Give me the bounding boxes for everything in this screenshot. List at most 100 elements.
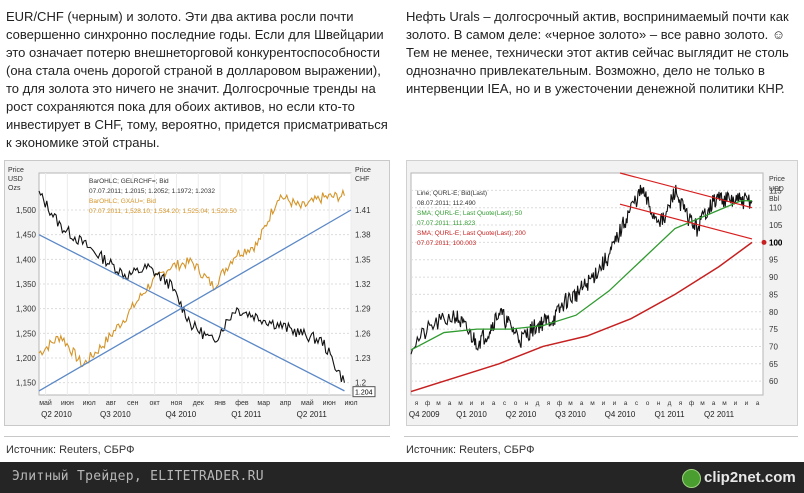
- x-month-label: дек: [193, 400, 205, 407]
- x-month-label: м: [568, 400, 573, 407]
- x-month-label: и: [745, 400, 749, 407]
- x-month-label: а: [624, 400, 628, 407]
- y-tick-right: 1.32: [355, 280, 371, 289]
- x-month-label: сен: [127, 400, 138, 407]
- x-month-label: д: [668, 400, 672, 407]
- x-month-label: о: [646, 400, 650, 407]
- urals-oil-svg: 115 110 105 100 95 90 85 80 75 70 65 60 Price USD Bbl я…: [409, 172, 785, 419]
- footer-bar: Элитный Трейдер, ELITETRADER.RU: [0, 462, 804, 493]
- divider-right: [404, 436, 798, 437]
- x-month-label: июн: [61, 400, 74, 407]
- left-axis-title: Price: [8, 167, 24, 174]
- legend-entry: BarOHLC; GXAU=; Bid: [89, 198, 156, 205]
- source-left: Источник: Reuters, СБРФ: [6, 444, 135, 456]
- x-month-label: с: [635, 400, 639, 407]
- trendline-1: [38, 209, 352, 392]
- legend-entry: SMA; QURL-E; Last Quote(Last); 50: [417, 210, 523, 217]
- y-tick-left: 1,450: [16, 231, 37, 240]
- legend-entry: 07.07.2011; 1.2015; 1.2052; 1.1972; 1.20…: [89, 188, 215, 195]
- y-tick: 100: [769, 238, 783, 247]
- left-axis-title: Ozs: [8, 185, 21, 192]
- x-month-label: и: [602, 400, 606, 407]
- x-quarter-label: Q3 2010: [100, 410, 131, 419]
- y-tick-left: 1,250: [16, 329, 37, 338]
- y-tick-left: 1,350: [16, 280, 37, 289]
- y-tick: 95: [769, 256, 778, 265]
- left-commentary: EUR/CHF (черным) и золото. Эти два актив…: [6, 9, 388, 150]
- legend-entry: 07.07.2011; 1,528.10; 1,534.20; 1,525.04…: [89, 208, 237, 215]
- x-month-label: янв: [214, 400, 226, 407]
- x-month-label: и: [613, 400, 617, 407]
- x-month-label: май: [39, 399, 52, 407]
- series-sma50: [410, 200, 752, 351]
- divider-left: [4, 436, 390, 437]
- series-eurchf: [38, 190, 345, 383]
- legend-entry: 08.07.2011; 112.490: [417, 200, 476, 207]
- current-value-label: 100: [769, 238, 783, 247]
- y-tick-right: 1.35: [355, 255, 371, 264]
- legend-entry: 07.07.2011; 111.823: [417, 220, 476, 227]
- x-month-label: и: [481, 400, 485, 407]
- x-month-label: м: [700, 400, 705, 407]
- right-axis-title: Price: [355, 167, 371, 174]
- y-tick-right: 1.29: [355, 305, 371, 314]
- x-month-label: мар: [257, 400, 270, 407]
- axis-title: USD: [769, 186, 784, 193]
- series-gold: [38, 188, 345, 368]
- x-quarter-label: Q2 2011: [704, 410, 735, 419]
- x-month-label: а: [492, 400, 496, 407]
- x-month-label: июн: [323, 400, 336, 407]
- x-month-label: июл: [344, 400, 357, 407]
- x-month-label: ноя: [171, 400, 183, 407]
- x-quarter-label: Q2 2010: [41, 410, 72, 419]
- x-month-label: м: [590, 400, 595, 407]
- current-value-box: [352, 386, 376, 398]
- x-month-label: о: [514, 400, 518, 407]
- y-tick-left: 1,300: [16, 305, 37, 314]
- x-month-label: фев: [235, 400, 249, 407]
- y-tick-right: 1.23: [355, 354, 371, 363]
- y-tick: 80: [769, 308, 778, 317]
- current-sma200-marker: [761, 239, 767, 245]
- x-month-label: май: [301, 399, 314, 407]
- x-month-label: я: [679, 400, 683, 407]
- x-month-label: м: [722, 400, 727, 407]
- y-tick: 115: [769, 186, 782, 195]
- legend-entry: 07.07.2011; 100.003: [417, 240, 477, 247]
- channel-line-1: [619, 203, 753, 240]
- trendline-0: [38, 234, 345, 392]
- y-tick-right: 1.38: [355, 231, 371, 240]
- x-month-label: окт: [150, 400, 161, 407]
- x-month-label: н: [525, 400, 529, 407]
- eurchf-gold-svg: 1,500 1,450 1,400 1,350 1,300 1,250 1,200 1,150…: [8, 167, 376, 419]
- logo-icon: [682, 469, 701, 488]
- y-tick-left: 1,500: [16, 206, 37, 215]
- x-month-label: и: [734, 400, 738, 407]
- axis-title: Bbl: [769, 196, 780, 203]
- current-value-label: 1.204: [355, 390, 373, 397]
- x-quarter-label: Q1 2010: [456, 410, 487, 419]
- x-month-label: я: [415, 400, 419, 407]
- y-tick-right: 1.41: [355, 206, 371, 215]
- y-tick: 60: [769, 377, 778, 386]
- y-tick: 65: [769, 360, 778, 369]
- x-month-label: июл: [83, 400, 96, 407]
- right-axis-title: CHF: [355, 176, 369, 183]
- x-quarter-label: Q1 2011: [231, 410, 262, 419]
- x-quarter-label: Q4 2010: [165, 410, 196, 419]
- right-commentary: Нефть Urals – долгосрочный актив, воспри…: [406, 9, 789, 96]
- y-tick: 110: [769, 204, 782, 213]
- x-quarter-label: Q4 2010: [605, 410, 636, 419]
- urals-oil-chart: 115 110 105 100 95 90 85 80 75 70 65 60 Price USD Bbl я…: [406, 160, 798, 426]
- x-month-label: а: [756, 400, 760, 407]
- y-tick: 105: [769, 221, 783, 230]
- logo-text: clip2net.com: [704, 469, 796, 486]
- channel-line-0: [619, 172, 753, 209]
- y-tick-left: 1,200: [16, 354, 37, 363]
- x-month-label: д: [536, 400, 540, 407]
- y-tick-left: 1,150: [16, 379, 37, 388]
- x-month-label: а: [580, 400, 584, 407]
- y-tick-left: 1,400: [16, 255, 37, 264]
- x-month-label: ф: [689, 400, 695, 407]
- clip2net-logo[interactable]: clip2net.com: [682, 465, 802, 491]
